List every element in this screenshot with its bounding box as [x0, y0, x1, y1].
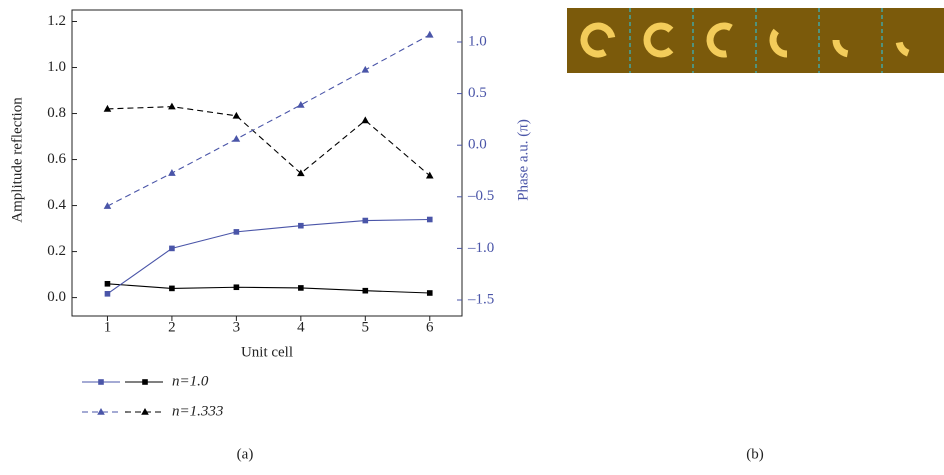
y-tick-label: 0.6 [47, 151, 66, 167]
marker [168, 169, 176, 176]
y2-tick-label: –1.0 [467, 240, 494, 256]
marker [234, 284, 240, 290]
marker [142, 379, 148, 385]
y-tick-label: 0.0 [47, 289, 66, 305]
x-tick-label: 3 [233, 319, 241, 335]
marker [362, 66, 370, 73]
marker [427, 290, 433, 296]
marker [233, 112, 241, 119]
legend-label: n=1.333 [172, 403, 223, 419]
x-axis-title: Unit cell [241, 344, 293, 360]
marker [363, 288, 369, 294]
marker [234, 229, 240, 235]
marker [427, 217, 433, 223]
marker [298, 285, 304, 291]
marker [105, 281, 111, 287]
y2-axis-title: Phase a.u. (π) [515, 119, 531, 201]
x-tick-label: 2 [168, 319, 176, 335]
y2-tick-label: –0.5 [467, 188, 494, 204]
y-tick-label: 1.2 [47, 13, 66, 29]
y-tick-label: 0.2 [47, 243, 66, 259]
series-line [107, 35, 429, 206]
marker [298, 223, 304, 229]
ring-strip [567, 8, 944, 73]
series-line [107, 107, 429, 176]
y-tick-label: 0.8 [47, 105, 66, 121]
x-tick-label: 6 [426, 319, 434, 335]
panel-label: (b) [746, 446, 764, 462]
y-axis-title: Amplitude reflection [9, 97, 25, 223]
y2-tick-label: 0.0 [468, 137, 487, 153]
marker [169, 286, 175, 292]
marker [233, 135, 241, 142]
y2-tick-label: –1.5 [467, 291, 494, 307]
marker [362, 116, 370, 123]
y2-tick-label: 0.5 [468, 85, 487, 101]
figure: 0.0 0.2 0.4 0.6 0.8 1.0 1.2 –1.5 –1.0 –0.5 0.0 0.5 1… [0, 0, 944, 470]
marker [169, 246, 175, 252]
plot-frame [72, 10, 462, 316]
legend-label: n=1.0 [172, 373, 209, 389]
marker [297, 101, 305, 108]
panel-label: (a) [237, 446, 254, 462]
marker [168, 103, 176, 110]
marker [363, 218, 369, 224]
marker [426, 31, 434, 38]
x-tick-label: 5 [362, 319, 370, 335]
y-tick-label: 0.4 [47, 197, 66, 213]
marker [97, 408, 105, 415]
x-tick-label: 4 [297, 319, 305, 335]
y2-tick-label: 1.0 [468, 33, 487, 49]
series-line [107, 220, 429, 294]
marker [98, 379, 104, 385]
marker [141, 408, 149, 415]
marker [105, 291, 111, 297]
y-tick-label: 1.0 [47, 59, 66, 75]
x-tick-label: 1 [104, 319, 112, 335]
marker [104, 202, 112, 209]
series-line [107, 284, 429, 293]
